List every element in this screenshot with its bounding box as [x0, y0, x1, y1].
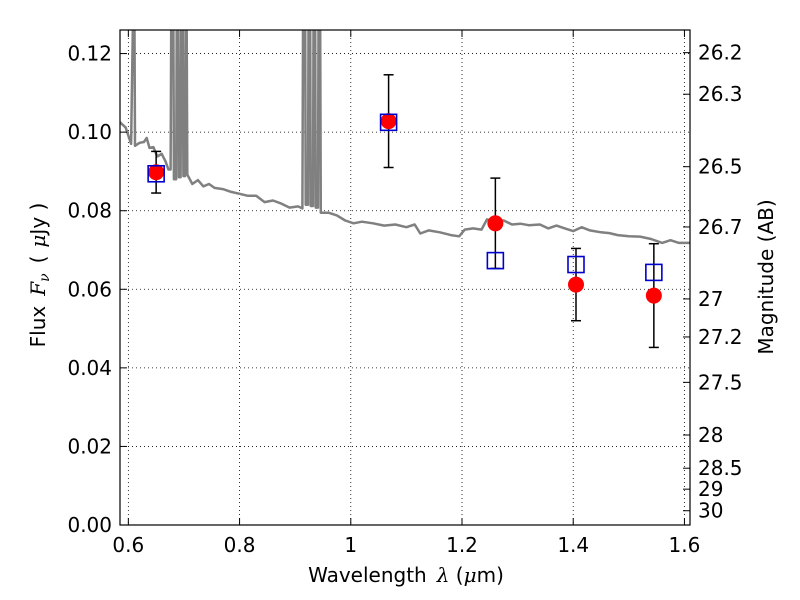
data-markers: [147, 113, 663, 304]
y-tick-label: 0.04: [67, 356, 112, 380]
model-point: [486, 251, 505, 270]
y-tick-label: 0.00: [67, 513, 112, 537]
y2-tick-label: 29: [698, 477, 723, 501]
model-point: [645, 263, 663, 282]
model-point: [379, 113, 398, 132]
y-tick-label: 0.02: [67, 434, 112, 458]
x-axis-label: Wavelength λ (μm): [308, 563, 504, 587]
y2-tick-label: 26.2: [698, 41, 743, 65]
y2-tick-label: 26.7: [698, 215, 743, 239]
y-axis-label: FluxFν(μJy ): [26, 203, 53, 348]
observed-point: [645, 287, 662, 304]
y2-tick-label: 27.5: [698, 370, 743, 394]
model-point: [567, 255, 585, 274]
y2-axis-label: Magnitude (AB): [754, 199, 778, 354]
y2-tick-label: 26.3: [698, 82, 743, 106]
x-tick-label: 0.6: [112, 533, 144, 557]
model-point: [147, 164, 165, 183]
y-tick-label: 0.06: [67, 277, 112, 301]
y2-tick-label: 26.5: [698, 155, 743, 179]
y2-tick-label: 30: [698, 499, 723, 523]
y2-tick-label: 27.2: [698, 325, 743, 349]
y-tick-label: 0.10: [67, 120, 112, 144]
y-tick-label: 0.08: [67, 199, 112, 223]
axes-frame: [119, 29, 691, 526]
x-tick-label: 1.4: [557, 533, 589, 557]
tick-labels: 0.6 0.8 1 1.2 1.4 1.6 0.00 0.02 0.04 0.06 0.08 0.10…: [67, 41, 742, 557]
x-tick-label: 1: [344, 533, 357, 557]
observed-point: [148, 164, 165, 181]
y2-tick-label: 28.5: [698, 456, 743, 480]
observed-point: [568, 276, 584, 293]
observed-point: [487, 215, 504, 232]
plot-frame: [119, 29, 691, 526]
spectrum-series: [120, 30, 690, 245]
grid-lines: [120, 30, 690, 526]
x-tick-label: 0.8: [224, 533, 256, 557]
x-tick-label: 1.6: [669, 533, 701, 557]
y-tick-label: 0.12: [67, 42, 112, 66]
x-tick-label: 1.2: [446, 533, 478, 557]
y2-tick-label: 28: [698, 423, 723, 447]
y2-tick-label: 27: [698, 287, 723, 311]
observed-point: [380, 113, 397, 130]
spectrum-line: [120, 30, 690, 245]
